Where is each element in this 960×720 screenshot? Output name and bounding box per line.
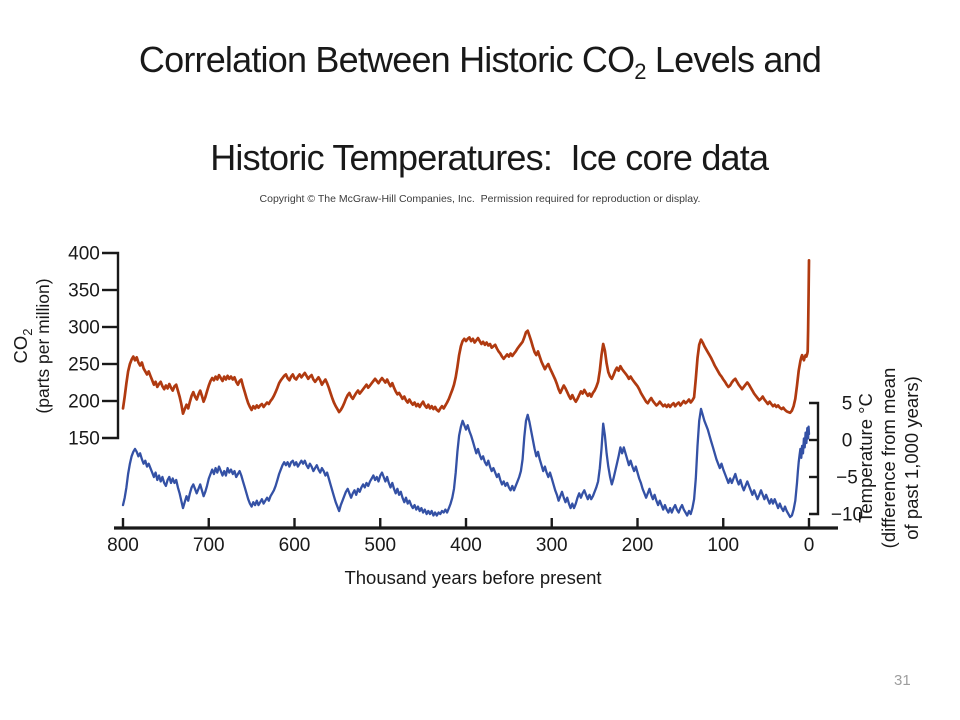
left-axis-tick-label: 400 bbox=[68, 244, 100, 265]
co2-series-line bbox=[121, 259, 811, 415]
x-axis-tick-label: 0 bbox=[804, 535, 815, 556]
right-axis-tick-label: 0 bbox=[842, 431, 853, 452]
x-axis-tick-label: 100 bbox=[707, 535, 739, 556]
x-axis-tick-label: 200 bbox=[622, 535, 654, 556]
temperature-series-line bbox=[121, 407, 811, 519]
copyright-text: Copyright © The McGraw-Hill Companies, I… bbox=[259, 193, 701, 205]
title-co2-subscript: 2 bbox=[634, 59, 646, 84]
x-axis-title: Thousand years before present bbox=[344, 567, 601, 588]
page-number: 31 bbox=[894, 672, 911, 689]
title-line-2: Historic Temperatures: Ice core data bbox=[210, 136, 769, 178]
left-axis-units: (parts per million) bbox=[33, 278, 53, 413]
x-axis-tick-label: 500 bbox=[364, 535, 396, 556]
title-line-1: Correlation Between Historic CO2 Levels … bbox=[138, 39, 822, 84]
right-axis-title-line: (difference from mean bbox=[878, 368, 899, 549]
slide-title: Correlation Between Historic CO2 Levels … bbox=[0, 36, 960, 183]
left-axis-tick-label: 150 bbox=[68, 429, 100, 450]
left-axis-tick-label: 200 bbox=[68, 392, 100, 413]
right-axis-tick-label: 5 bbox=[842, 394, 853, 415]
left-axis bbox=[102, 251, 120, 440]
x-axis-tick-label: 600 bbox=[279, 535, 311, 556]
left-axis-title: CO2 bbox=[10, 329, 35, 364]
right-axis bbox=[809, 401, 820, 516]
x-axis-tick-label: 800 bbox=[107, 535, 139, 556]
left-axis-tick-label: 250 bbox=[68, 355, 100, 376]
left-axis-tick-label: 300 bbox=[68, 318, 100, 339]
right-axis-title-line: Temperature °C bbox=[855, 393, 876, 523]
right-axis-tick-label: −10 bbox=[831, 505, 863, 526]
title-line-1-post: Levels and bbox=[645, 39, 822, 80]
right-axis-title-line: of past 1,000 years) bbox=[901, 376, 922, 540]
title-line-1-pre: Correlation Between Historic CO bbox=[138, 39, 635, 80]
x-axis-tick-label: 700 bbox=[193, 535, 225, 556]
x-axis-tick-label: 300 bbox=[536, 535, 568, 556]
right-axis-tick-label: −5 bbox=[836, 468, 858, 489]
x-axis-tick-label: 400 bbox=[450, 535, 482, 556]
left-axis-tick-label: 350 bbox=[68, 281, 100, 302]
